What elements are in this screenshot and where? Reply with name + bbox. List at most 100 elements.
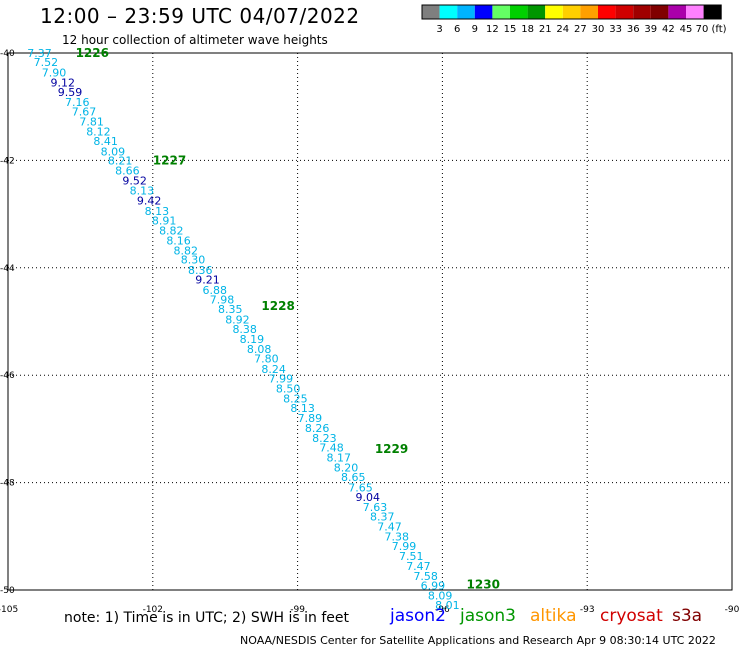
wave-height-label: 8.35 <box>218 303 243 316</box>
wave-height-label: 8.19 <box>240 333 265 346</box>
wave-height-label: 8.66 <box>115 165 140 178</box>
wave-height-label: 8.30 <box>181 254 206 267</box>
wave-height-label: 8.38 <box>232 323 257 336</box>
legend-altika: altika <box>530 606 577 626</box>
colorbar-label: 42 <box>662 24 675 35</box>
colorbar-label: 21 <box>539 24 552 35</box>
wave-height-label: 8.82 <box>174 245 199 258</box>
legend-s3a: s3a <box>672 606 703 626</box>
wave-height-label: 7.38 <box>384 530 409 543</box>
wave-height-label: 7.99 <box>269 372 294 385</box>
colorbar-label: 3 <box>436 24 442 35</box>
colorbar-swatch <box>580 5 598 19</box>
wave-height-label: 7.47 <box>377 521 402 534</box>
lon-tick-label: -105 <box>0 605 18 615</box>
wave-height-label: 8.20 <box>334 462 359 475</box>
time-label: 1229 <box>375 442 408 456</box>
wave-height-label: 7.80 <box>254 353 279 366</box>
wave-height-label: 8.23 <box>312 432 337 445</box>
wave-height-label: 7.81 <box>79 116 104 129</box>
lon-tick-label: -96 <box>435 605 450 615</box>
colorbar-swatch <box>527 5 546 19</box>
colorbar-label: 18 <box>521 24 534 35</box>
wave-height-label: 8.09 <box>101 145 126 158</box>
wave-height-label: 8.50 <box>276 383 301 396</box>
wave-height-label: 7.16 <box>65 96 90 109</box>
colorbar-label: 70 (ft) <box>696 24 727 35</box>
wave-height-label: 8.13 <box>130 184 155 197</box>
wave-height-label: 8.01 <box>435 599 460 612</box>
wave-height-label: 7.65 <box>348 481 373 494</box>
wave-height-label: 7.63 <box>363 501 388 514</box>
colorbar-label: 27 <box>574 24 587 35</box>
map-subtitle: 12 hour collection of altimeter wave hei… <box>62 33 328 47</box>
time-label: 1226 <box>76 46 109 60</box>
lat-tick-label: -44 <box>0 264 15 274</box>
lon-tick-label: -90 <box>725 605 740 615</box>
wave-height-label: 7.52 <box>34 56 59 69</box>
colorbar-label: 39 <box>644 24 657 35</box>
lat-tick-label: -46 <box>0 371 15 381</box>
colorbar-label: 6 <box>454 24 460 35</box>
map-frame <box>7 52 733 591</box>
wave-height-label: 8.13 <box>145 205 170 218</box>
wave-height-label: 8.12 <box>86 125 111 138</box>
wave-height-label: 9.59 <box>58 86 83 99</box>
wave-height-label: 8.17 <box>327 451 352 464</box>
colorbar-label: 33 <box>609 24 622 35</box>
wave-height-label: 7.48 <box>319 442 344 455</box>
colorbar-swatch <box>439 5 458 19</box>
wave-height-label: 8.82 <box>159 225 184 238</box>
wave-height-label: 8.92 <box>225 313 250 326</box>
wave-height-label: 8.16 <box>166 234 191 247</box>
wave-height-colorbar: 3 6 9 12 15 18 21 24 27 30 33 36 39 42 45 70 (ft) <box>421 4 727 35</box>
wave-height-label: 8.08 <box>247 343 271 356</box>
credit-line: NOAA/NESDIS Center for Satellite Applica… <box>240 634 716 647</box>
lon-tick-label: -93 <box>580 605 595 615</box>
wave-height-label: 8.13 <box>290 402 315 415</box>
wave-height-label: 8.21 <box>108 154 133 167</box>
colorbar-swatch <box>422 5 440 19</box>
wave-height-label: 9.04 <box>356 491 381 504</box>
wave-height-label: 7.47 <box>406 560 431 573</box>
colorbar-swatch <box>474 5 493 19</box>
colorbar-swatch <box>668 5 686 19</box>
wave-height-label: 7.51 <box>399 550 424 563</box>
colorbar-swatch <box>650 5 669 19</box>
lon-tick-label: -102 <box>143 605 163 615</box>
footnote: note: 1) Time is in UTC; 2) SWH is in fe… <box>64 610 350 626</box>
wave-height-label: 7.90 <box>42 66 67 79</box>
colorbar-label: 15 <box>504 24 517 35</box>
colorbar-label: 12 <box>486 24 499 35</box>
colorbar-swatch <box>703 5 722 19</box>
wave-height-label: 8.09 <box>428 589 453 602</box>
colorbar-label: 36 <box>627 24 640 35</box>
wave-height-label: 9.52 <box>122 174 147 187</box>
colorbar-swatch <box>545 5 563 19</box>
wave-height-label: 7.98 <box>210 293 235 306</box>
colorbar-swatch <box>686 5 704 19</box>
time-label: 1228 <box>261 299 294 313</box>
wave-height-label: 8.65 <box>341 471 366 484</box>
lat-tick-label: -48 <box>0 479 15 489</box>
colorbar-label: 9 <box>472 24 478 35</box>
wave-height-label: 8.24 <box>261 363 286 376</box>
wave-height-label: 6.99 <box>421 580 446 593</box>
wave-height-label: 8.91 <box>152 215 177 228</box>
colorbar-swatch <box>633 5 651 19</box>
lat-tick-label: -42 <box>0 156 15 166</box>
colorbar-swatch <box>598 5 616 19</box>
wave-height-label: 7.37 <box>27 47 52 60</box>
wave-height-label: 7.89 <box>298 412 323 425</box>
wave-height-label: 8.41 <box>93 135 118 148</box>
legend-cryosat: cryosat <box>600 606 663 626</box>
wave-height-label: 8.36 <box>188 264 213 277</box>
colorbar-label: 24 <box>556 24 569 35</box>
wave-height-label: 9.42 <box>137 195 162 208</box>
colorbar-swatch <box>492 5 510 19</box>
wave-height-label: 7.58 <box>413 570 438 583</box>
wave-height-label: 7.67 <box>72 106 97 119</box>
wave-height-label: 8.37 <box>370 510 395 523</box>
wave-height-label: 9.12 <box>50 77 75 90</box>
